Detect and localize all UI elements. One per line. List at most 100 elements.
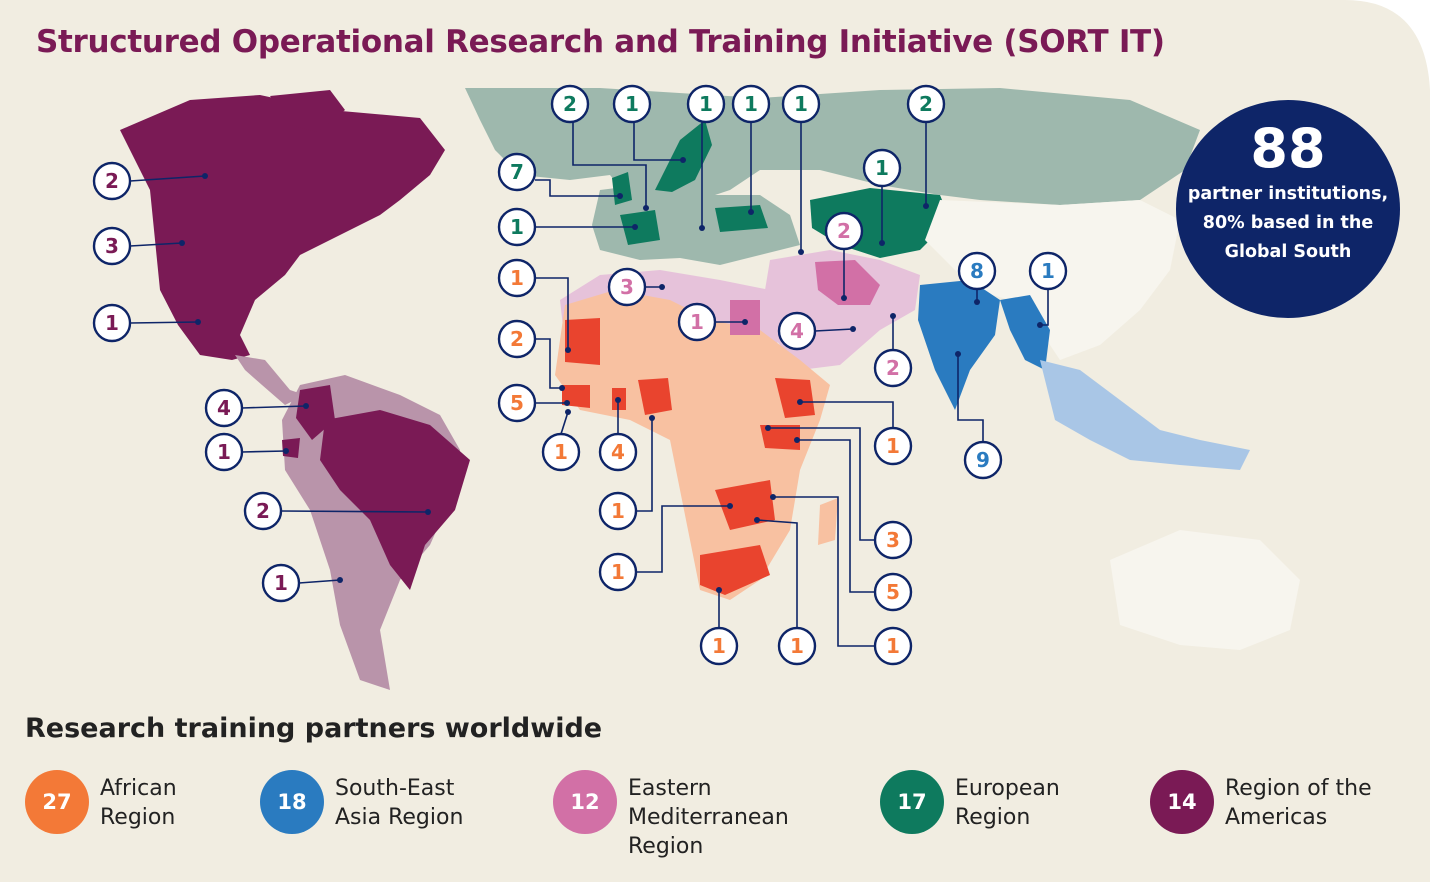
- leader-line-kenya: [797, 439, 875, 593]
- marker-circle-senegal: [497, 319, 537, 359]
- leader-line-liberia: [560, 411, 569, 435]
- marker-circle-zambia: [598, 552, 638, 592]
- marker-yemen: 4: [777, 311, 817, 351]
- leader-line-ethiopia: [800, 401, 894, 428]
- leader-dot-sweden: [680, 157, 686, 163]
- leader-line-uk: [535, 179, 620, 197]
- marker-value-sierra_leone: 5: [510, 391, 524, 415]
- marker-nepal: 8: [957, 251, 997, 291]
- leader-dot-kazakhstan: [879, 240, 885, 246]
- ukraine-shape: [715, 205, 768, 232]
- marker-value-uk: 7: [510, 160, 524, 184]
- marker-mali: 1: [497, 258, 537, 298]
- legend-label-african: African Region: [100, 776, 177, 830]
- nigeria-shape: [638, 378, 672, 415]
- legend-item-emr: 12 Eastern Mediterranean Region: [553, 770, 818, 861]
- leader-dot-tunisia: [659, 284, 665, 290]
- leader-line-chile: [298, 579, 341, 584]
- leader-dot-india: [955, 351, 961, 357]
- australia-shape: [1110, 530, 1300, 650]
- marker-value-yemen: 4: [790, 319, 804, 343]
- leader-dot-ethiopia: [797, 399, 803, 405]
- central-america-shape: [235, 355, 305, 405]
- leader-dot-belarus: [699, 225, 705, 231]
- legend-label-amro: Region of the Americas: [1225, 776, 1372, 830]
- leader-line-senegal: [535, 338, 562, 389]
- leader-dot-myanmar: [1037, 322, 1043, 328]
- leader-lines: [129, 122, 1049, 647]
- marker-nigeria: 1: [598, 491, 638, 531]
- marker-kenya: 5: [873, 572, 913, 612]
- marker-value-uganda: 3: [886, 528, 900, 552]
- egypt-shape: [730, 300, 760, 335]
- marker-south_africa: 1: [699, 626, 739, 666]
- marker-mozambique: 1: [873, 626, 913, 666]
- europe-landmass: [465, 88, 1200, 265]
- marker-circle-mali: [497, 258, 537, 298]
- zambia-shape: [715, 480, 775, 530]
- leader-dot-ghana: [615, 397, 621, 403]
- marker-circle-zimbabwe: [777, 626, 817, 666]
- leader-dot-ecuador: [283, 448, 289, 454]
- marker-value-usa: 3: [105, 234, 119, 258]
- north-america-shape: [120, 95, 445, 360]
- leader-dot-uk: [617, 193, 623, 199]
- leader-line-usa: [129, 242, 183, 247]
- marker-circle-nepal: [957, 251, 997, 291]
- madagascar-shape: [818, 498, 838, 545]
- marker-value-russia: 2: [919, 92, 933, 116]
- leader-line-uganda: [768, 427, 875, 541]
- legend-count-euro: 17: [880, 770, 944, 834]
- marker-circle-france: [497, 207, 537, 247]
- marker-tunisia: 3: [607, 267, 647, 307]
- colombia-shape: [296, 385, 335, 440]
- marker-ethiopia: 1: [873, 426, 913, 466]
- legend-count-emr: 12: [553, 770, 617, 834]
- marker-value-canada: 2: [105, 169, 119, 193]
- brazil-shape: [320, 410, 470, 590]
- leader-dot-usa: [179, 240, 185, 246]
- marker-circle-sierra_leone: [497, 383, 537, 423]
- leader-dot-france: [632, 224, 638, 230]
- marker-value-colombia: 4: [217, 396, 231, 420]
- leader-dot-kenya: [794, 437, 800, 443]
- marker-value-kenya: 5: [886, 580, 900, 604]
- marker-value-ecuador: 1: [217, 440, 231, 464]
- leader-dot-brazil: [425, 509, 431, 515]
- leader-line-ecuador: [241, 450, 287, 453]
- leader-dot-nepal: [974, 299, 980, 305]
- legend-label-emr: Eastern Mediterranean Region: [628, 776, 789, 859]
- marker-value-zambia: 1: [611, 560, 625, 584]
- marker-sierra_leone: 5: [497, 383, 537, 423]
- marker-value-belarus: 1: [699, 92, 713, 116]
- marker-value-armenia: 1: [794, 92, 808, 116]
- leader-dot-mali: [565, 347, 571, 353]
- leader-line-mali: [535, 277, 569, 350]
- leader-dot-senegal: [559, 385, 565, 391]
- leader-line-zambia: [636, 505, 730, 573]
- leader-dot-mozambique: [770, 494, 776, 500]
- marker-zambia: 1: [598, 552, 638, 592]
- uganda-kenya-shape: [760, 425, 800, 450]
- marker-circle-kenya: [873, 572, 913, 612]
- legend-item-african: 27 African Region: [25, 770, 220, 834]
- marker-circle-yemen: [777, 311, 817, 351]
- marker-senegal: 2: [497, 319, 537, 359]
- marker-iran: 2: [824, 211, 864, 251]
- leader-dot-norway: [643, 205, 649, 211]
- marker-value-nigeria: 1: [611, 499, 625, 523]
- leader-dot-uganda: [765, 425, 771, 431]
- marker-value-mali: 1: [510, 266, 524, 290]
- marker-circle-colombia: [204, 388, 244, 428]
- marker-circle-mexico: [92, 303, 132, 343]
- leader-dot-south_africa: [716, 587, 722, 593]
- leader-line-colombia: [241, 405, 307, 409]
- france-shape: [620, 210, 660, 245]
- marker-france: 1: [497, 207, 537, 247]
- marker-circle-ukraine: [731, 84, 771, 124]
- iran-shape: [815, 260, 880, 305]
- ethiopia-shape: [775, 378, 815, 418]
- marker-india: 9: [963, 440, 1003, 480]
- leader-line-sweden: [633, 122, 683, 161]
- marker-belarus: 1: [686, 84, 726, 124]
